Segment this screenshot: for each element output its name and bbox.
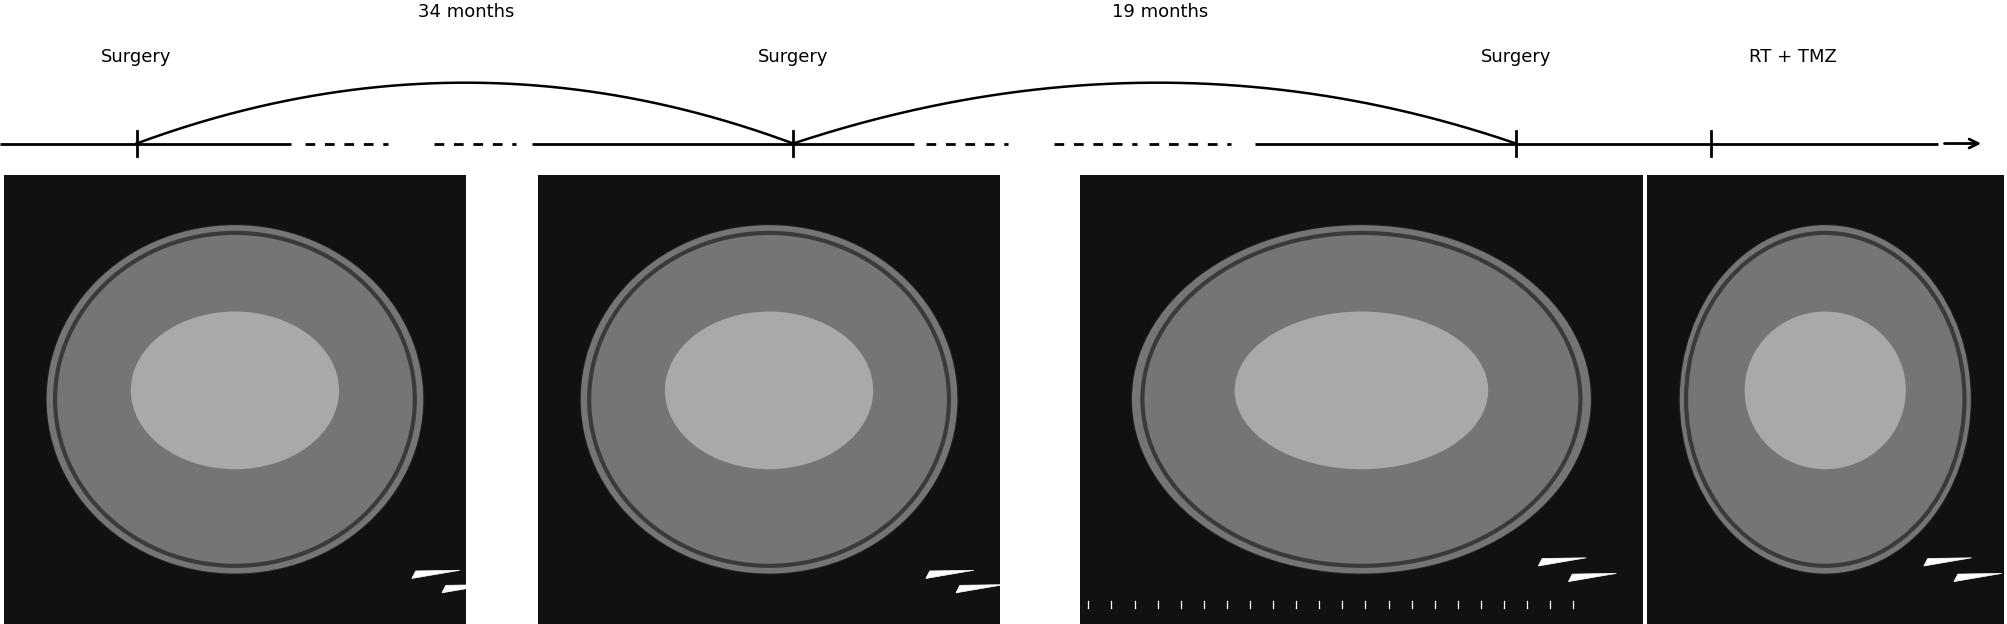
Ellipse shape [1234, 311, 1487, 469]
Polygon shape [1953, 573, 2001, 582]
Ellipse shape [580, 224, 957, 575]
Text: Surgery: Surgery [757, 47, 829, 66]
Polygon shape [411, 570, 460, 578]
Polygon shape [442, 585, 490, 593]
Polygon shape [955, 585, 1004, 593]
Bar [538, 175, 999, 624]
Ellipse shape [1744, 311, 1905, 469]
Polygon shape [1923, 558, 1971, 566]
Ellipse shape [46, 224, 423, 575]
Text: Surgery: Surgery [100, 47, 173, 66]
Ellipse shape [130, 311, 339, 469]
Bar [4, 175, 466, 624]
Ellipse shape [1678, 224, 1971, 575]
Text: RT + TMZ: RT + TMZ [1748, 47, 1836, 66]
Text: Surgery: Surgery [1479, 47, 1551, 66]
Ellipse shape [1130, 224, 1592, 575]
Polygon shape [1567, 573, 1616, 582]
Polygon shape [925, 570, 973, 578]
Ellipse shape [664, 311, 873, 469]
Bar [1646, 175, 2003, 624]
Bar [1080, 175, 1642, 624]
Text: 19 months: 19 months [1112, 3, 1208, 21]
Text: 34 months: 34 months [417, 3, 514, 21]
Polygon shape [1537, 558, 1586, 566]
